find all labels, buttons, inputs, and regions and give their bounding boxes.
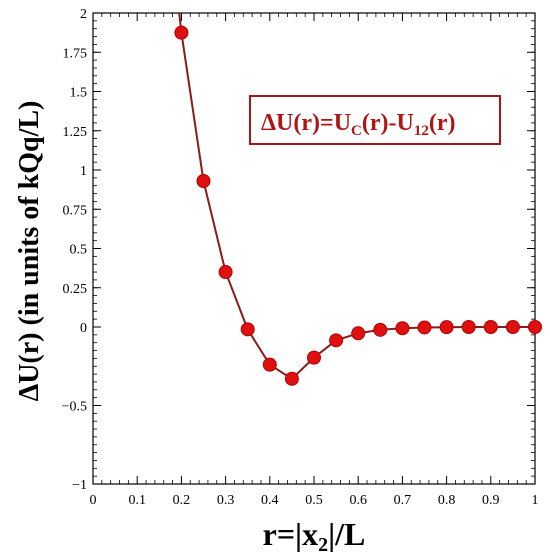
legend-box xyxy=(249,95,501,145)
data-point xyxy=(329,333,344,348)
data-point xyxy=(351,326,366,341)
legend: ΔU(r)=UC(r)-U12(r) xyxy=(249,95,501,145)
y-tick-label: 1.5 xyxy=(70,86,88,101)
y-tick-label: 0.25 xyxy=(63,282,88,297)
y-tick-label: −1 xyxy=(72,478,87,493)
data-point xyxy=(439,320,454,335)
series-line xyxy=(178,12,535,381)
x-tick-label: 0.4 xyxy=(261,493,279,508)
data-point xyxy=(284,371,299,386)
y-tick-label: 0.5 xyxy=(70,243,88,258)
x-tick-label: 0.1 xyxy=(128,493,146,508)
y-tick-label: 0.75 xyxy=(63,203,88,218)
plot-frame xyxy=(92,12,536,485)
x-tick-label: 0.7 xyxy=(394,493,412,508)
y-tick-label: 1.25 xyxy=(63,125,88,140)
x-tick-label: 0.9 xyxy=(482,493,500,508)
y-tick-label: 2 xyxy=(80,7,87,22)
x-tick-label: 0 xyxy=(90,493,97,508)
x-axis-ticks: 0 0.1 0.2 0.3 0.4 0.5 0.6 0.7 0.8 0.9 1 xyxy=(90,13,539,508)
plot-border xyxy=(92,12,536,485)
x-tick-label: 0.5 xyxy=(305,493,323,508)
data-point xyxy=(307,350,321,365)
data-point xyxy=(262,357,277,372)
data-point xyxy=(240,322,255,337)
x-tick-label: 0.8 xyxy=(438,493,456,508)
x-tick-label: 0.2 xyxy=(173,493,191,508)
x-tick-label: 1 xyxy=(532,493,539,508)
series-layer xyxy=(174,12,542,386)
y-axis-ticks: −1 −0.5 0 0.25 0.5 0.75 1 1.25 1.5 1.75 2 xyxy=(62,7,535,493)
data-point xyxy=(483,320,498,334)
legend-label: ΔU(r)=UC(r)-U12(r) xyxy=(261,110,455,139)
y-tick-label: 0 xyxy=(80,321,87,336)
x-tick-label: 0.6 xyxy=(349,493,367,508)
data-point xyxy=(417,320,432,335)
y-tick-label: 1.75 xyxy=(63,46,88,61)
x-tick-label: 0.3 xyxy=(217,493,235,508)
data-point xyxy=(395,321,410,336)
data-point xyxy=(528,320,542,334)
y-tick-label: 1 xyxy=(80,164,87,179)
data-point xyxy=(174,25,189,40)
data-point xyxy=(373,322,388,337)
y-axis-title: ΔU(r) (in units of kQq/L) xyxy=(14,101,45,402)
data-point xyxy=(196,173,211,188)
y-tick-label: −0.5 xyxy=(62,400,87,415)
data-point xyxy=(218,265,233,280)
x-axis-title: r=|x2|/L xyxy=(263,516,366,556)
data-point xyxy=(505,320,520,334)
data-point xyxy=(461,320,476,334)
